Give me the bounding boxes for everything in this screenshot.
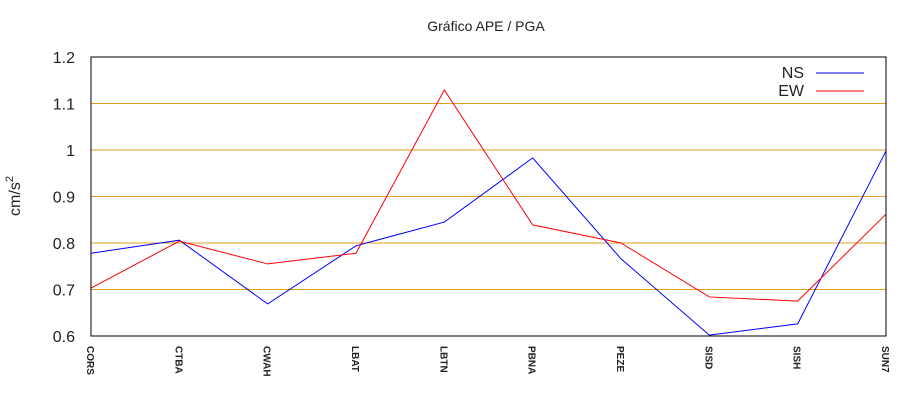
series-line-ew bbox=[91, 90, 886, 301]
y-axis-ticks: 0.6 0.7 0.8 0.9 1 1.1 1.2 bbox=[53, 50, 75, 346]
y-tick-label: 0.7 bbox=[53, 283, 75, 300]
x-tick-label: SISH bbox=[791, 346, 802, 369]
x-tick-label: LBTN bbox=[437, 346, 448, 373]
x-tick-label: SISD bbox=[702, 346, 713, 369]
x-tick-label: CORS bbox=[84, 346, 95, 375]
x-tick-label: CTBA bbox=[172, 346, 183, 374]
legend-label-ns: NS bbox=[782, 65, 804, 82]
x-tick-label: SUN7 bbox=[879, 346, 890, 373]
y-tick-label: 0.6 bbox=[53, 329, 75, 346]
grid-lines bbox=[91, 104, 886, 290]
x-tick-label: CWAH bbox=[261, 346, 272, 377]
series-lines bbox=[91, 90, 886, 335]
x-tick-label: PEZE bbox=[614, 346, 625, 372]
y-axis-label: cm/s2 bbox=[4, 176, 24, 216]
chart-title: Gráfico APE / PGA bbox=[427, 18, 545, 34]
y-tick-label: 1.2 bbox=[53, 50, 75, 67]
y-axis-label-text: cm/s bbox=[7, 182, 24, 216]
x-tick-label: PBNA bbox=[526, 346, 537, 374]
y-tick-label: 0.8 bbox=[53, 236, 75, 253]
y-tick-label: 1 bbox=[66, 143, 75, 160]
y-tick-label: 1.1 bbox=[53, 97, 75, 114]
x-axis-ticks: CORS CTBA CWAH LBAT LBTN PBNA PEZE SISD SISH SUN7 bbox=[84, 346, 890, 377]
x-tick-label: LBAT bbox=[349, 346, 360, 372]
legend-label-ew: EW bbox=[778, 83, 805, 100]
y-tick-label: 0.9 bbox=[53, 190, 75, 207]
y-axis-label-superscript: 2 bbox=[4, 176, 16, 182]
svg-text:cm/s2: cm/s2 bbox=[4, 176, 24, 216]
